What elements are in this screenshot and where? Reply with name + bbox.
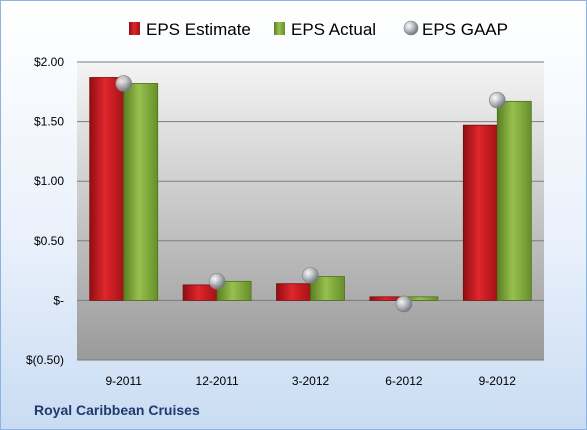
x-tick-label: 9-2012 <box>479 374 517 388</box>
eps-gaap-marker <box>115 75 132 92</box>
legend-label: EPS Estimate <box>146 20 251 39</box>
y-tick-label: $0.50 <box>34 234 64 248</box>
x-tick-label: 12-2011 <box>196 374 239 388</box>
company-name: Royal Caribbean Cruises <box>34 402 200 418</box>
eps-gaap-marker <box>395 295 413 313</box>
y-tick-label: $- <box>53 293 64 307</box>
eps-actual-bar <box>310 276 345 301</box>
legend-swatch <box>403 20 419 36</box>
eps-estimate-bar <box>462 124 498 301</box>
eps-actual-bar <box>496 100 532 301</box>
legend-swatch <box>274 22 285 35</box>
y-tick-label: $(0.50) <box>26 353 64 367</box>
legend-swatch <box>129 22 140 35</box>
y-tick-label: $2.00 <box>34 55 64 69</box>
eps-gaap-marker <box>302 267 319 284</box>
legend-label: EPS Actual <box>291 20 376 39</box>
x-tick-label: 6-2012 <box>385 374 423 388</box>
eps-estimate-bar <box>89 77 125 301</box>
eps-gaap-marker <box>208 273 226 290</box>
y-tick-label: $1.50 <box>34 115 64 129</box>
x-tick-label: 3-2012 <box>292 374 330 388</box>
x-tick-label: 9-2011 <box>105 374 142 388</box>
eps-actual-bar <box>123 83 159 301</box>
eps-gaap-marker <box>488 91 506 109</box>
eps-actual-bar <box>216 280 252 301</box>
eps-estimate-bar <box>276 283 311 301</box>
y-tick-label: $1.00 <box>34 174 64 188</box>
legend-label: EPS GAAP <box>422 20 508 39</box>
